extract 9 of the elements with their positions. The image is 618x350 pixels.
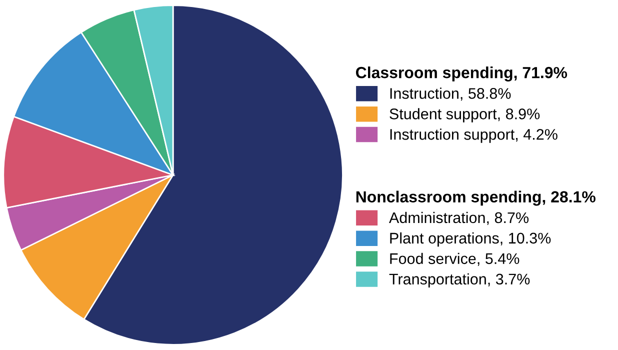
text: Classroom spending, 71.9% — [356, 66, 568, 82]
legend-label: Instruction, 58.8% — [390, 88, 511, 101]
legend-label: Food service, 5.4% — [390, 252, 520, 266]
legend-label: Administration, 8.7% — [388, 212, 529, 225]
legend-label: Transportation, 3.7% — [389, 273, 530, 288]
legend-label: Instruction support, 4.2% — [390, 128, 558, 143]
legend-label: Plant operations, 10.3% — [390, 232, 551, 247]
text: Nonclassroom spending, 28.1% — [356, 190, 596, 206]
legend-label: Student support, 8.9% — [390, 108, 540, 122]
